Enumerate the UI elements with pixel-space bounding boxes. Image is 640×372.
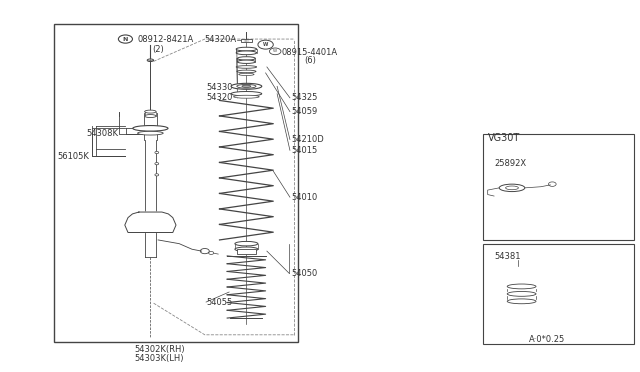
Ellipse shape [507,292,536,296]
Text: 54381: 54381 [494,252,520,261]
FancyBboxPatch shape [241,39,252,42]
Text: 54015: 54015 [291,146,317,155]
Ellipse shape [155,174,159,176]
Text: (2): (2) [152,45,164,54]
Ellipse shape [236,51,257,55]
Text: 08915-4401A: 08915-4401A [282,48,338,57]
Ellipse shape [155,151,159,154]
Ellipse shape [507,299,536,304]
Text: 54320: 54320 [206,93,232,102]
Ellipse shape [147,59,154,62]
Ellipse shape [155,163,159,165]
Text: 54308K: 54308K [86,129,118,138]
Text: 54059: 54059 [291,107,317,116]
Text: 54330: 54330 [206,83,232,92]
FancyBboxPatch shape [483,244,634,344]
Ellipse shape [242,85,251,87]
Text: W: W [263,42,268,47]
Text: 54325: 54325 [291,93,317,102]
Polygon shape [125,212,176,232]
Text: 54055: 54055 [206,298,232,307]
Ellipse shape [235,241,258,246]
Ellipse shape [231,83,262,89]
Ellipse shape [236,65,257,68]
Text: 54303K(LH): 54303K(LH) [134,354,184,363]
Text: 08912-8421A: 08912-8421A [138,35,194,44]
FancyBboxPatch shape [54,24,298,342]
Text: A·0*0.25: A·0*0.25 [529,335,565,344]
Text: 54050: 54050 [291,269,317,278]
Text: 54302K(RH): 54302K(RH) [134,345,185,354]
Text: W: W [273,49,277,53]
Ellipse shape [234,95,259,98]
Ellipse shape [235,247,258,251]
Ellipse shape [507,284,536,289]
Ellipse shape [237,57,255,60]
Text: 54320A: 54320A [205,35,237,44]
Ellipse shape [145,115,156,118]
Ellipse shape [239,73,254,76]
Ellipse shape [145,110,156,113]
Text: 56105K: 56105K [58,152,90,161]
Ellipse shape [499,184,525,192]
Ellipse shape [237,84,256,88]
Text: 54210D: 54210D [291,135,324,144]
Text: N: N [123,36,128,42]
Text: (6): (6) [305,56,317,65]
Ellipse shape [506,186,518,190]
Ellipse shape [231,92,262,96]
Ellipse shape [237,60,255,64]
Text: 54010: 54010 [291,193,317,202]
FancyBboxPatch shape [483,134,634,240]
Ellipse shape [236,47,257,51]
FancyBboxPatch shape [237,249,256,254]
Ellipse shape [237,70,256,73]
Ellipse shape [138,131,163,135]
Ellipse shape [133,126,168,131]
Text: 25892X: 25892X [494,159,526,168]
Text: VG30T: VG30T [488,134,520,143]
